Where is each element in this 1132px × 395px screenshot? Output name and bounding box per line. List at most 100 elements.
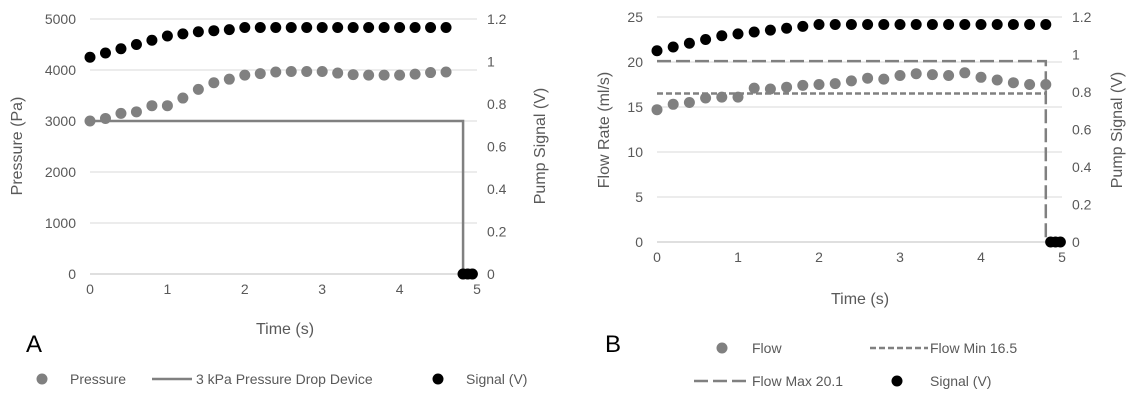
data-point [943, 19, 955, 30]
data-point [797, 20, 809, 32]
data-point [301, 66, 313, 78]
data-point [894, 70, 906, 81]
x-tick-label: 1 [164, 281, 172, 297]
data-point [254, 22, 266, 33]
data-point [700, 34, 712, 45]
data-point [991, 19, 1003, 30]
data-point [878, 73, 890, 85]
x-tick-label: 0 [653, 249, 661, 265]
y2-tick-label: 0.2 [1072, 197, 1092, 213]
y-tick-label: 5 [635, 189, 643, 205]
data-point [797, 79, 809, 91]
series-line [657, 59, 1048, 242]
data-point [332, 22, 344, 33]
gridlines [90, 18, 477, 275]
data-point [130, 39, 142, 50]
data-point [926, 19, 938, 30]
y2-tick-label: 1 [487, 54, 495, 70]
y2-tick-label: 0.6 [487, 139, 507, 155]
y2-tick-label: 0.4 [487, 181, 507, 197]
y-tick-label: 0 [68, 266, 76, 282]
data-point [845, 75, 857, 87]
data-point [1040, 19, 1052, 30]
data-point [910, 19, 922, 30]
data-point [440, 22, 452, 33]
data-point [301, 22, 313, 33]
y-tick-label: 5000 [45, 11, 76, 27]
data-point [781, 81, 793, 93]
data-point [347, 22, 359, 33]
data-point [813, 79, 825, 90]
data-point [161, 100, 173, 112]
legend-symbol [432, 373, 444, 385]
data-point [363, 22, 375, 33]
legend-label: Flow Max 20.1 [752, 373, 843, 389]
data-point [285, 66, 297, 78]
chart-a: 0 1000 2000 3000 4000 5000 0 0.2 0.4 0.6 0.8 1 1.2 0 1… [9, 11, 549, 387]
data-point [748, 26, 760, 38]
legend-symbol [716, 342, 728, 354]
data-point [316, 22, 328, 33]
data-point [285, 22, 297, 33]
y-tick-label: 25 [627, 9, 643, 25]
x-tick-label: 4 [977, 249, 985, 265]
data-point [270, 66, 282, 78]
data-point [764, 83, 776, 95]
data-point [732, 28, 744, 40]
data-point [177, 28, 189, 40]
data-point [394, 22, 406, 33]
x-tick-label: 2 [815, 249, 823, 265]
y-tick-label: 4000 [45, 62, 76, 78]
data-point [84, 51, 96, 63]
data-point [959, 67, 971, 79]
data-point [991, 74, 1003, 86]
data-point [394, 69, 406, 81]
tick-labels: 0 1000 2000 3000 4000 5000 0 0.2 0.4 0.6 0.8 1 1.2 0 1… [45, 11, 507, 297]
y2-tick-label: 0.8 [1072, 84, 1092, 100]
data-point [862, 19, 874, 30]
panel-letter-a: A [26, 331, 42, 358]
data-point [223, 24, 235, 36]
data-point [208, 77, 220, 89]
data-point [378, 22, 390, 33]
x-tick-label: 3 [318, 281, 326, 297]
data-point [716, 30, 728, 42]
data-point [943, 70, 955, 81]
legend-label: Pressure [70, 371, 126, 387]
y2-tick-label: 0.2 [487, 224, 507, 240]
chart-marks [84, 22, 478, 280]
data-point [254, 68, 266, 80]
data-point [409, 68, 421, 80]
data-point [409, 22, 421, 33]
data-point [683, 97, 695, 108]
legend-label: Signal (V) [930, 373, 991, 389]
data-point [878, 19, 890, 30]
data-point [683, 37, 695, 49]
legend-label: Flow [752, 340, 782, 356]
legend: Pressure 3 kPa Pressure Drop Device Signal… [36, 371, 527, 387]
y-tick-label: 10 [627, 144, 643, 160]
data-point [130, 106, 142, 118]
y2-tick-label: 0.8 [487, 96, 507, 112]
y2-tick-label: 1 [1072, 47, 1080, 63]
data-point [975, 19, 987, 30]
data-point [440, 66, 452, 78]
y-axis-title: Flow Rate (ml/s) [596, 72, 613, 188]
data-point [347, 69, 359, 81]
data-point [270, 22, 282, 33]
x-tick-label: 2 [241, 281, 249, 297]
data-point [748, 82, 760, 94]
data-point [764, 24, 776, 36]
series-line [90, 119, 465, 274]
data-point [926, 69, 938, 81]
y-tick-label: 0 [635, 234, 643, 250]
data-point [959, 19, 971, 30]
y2-tick-label: 0.4 [1072, 159, 1092, 175]
y2-tick-label: 0 [487, 266, 495, 282]
x-tick-label: 5 [1058, 249, 1066, 265]
data-point [146, 34, 158, 46]
data-point [425, 22, 437, 33]
data-point [161, 30, 173, 42]
